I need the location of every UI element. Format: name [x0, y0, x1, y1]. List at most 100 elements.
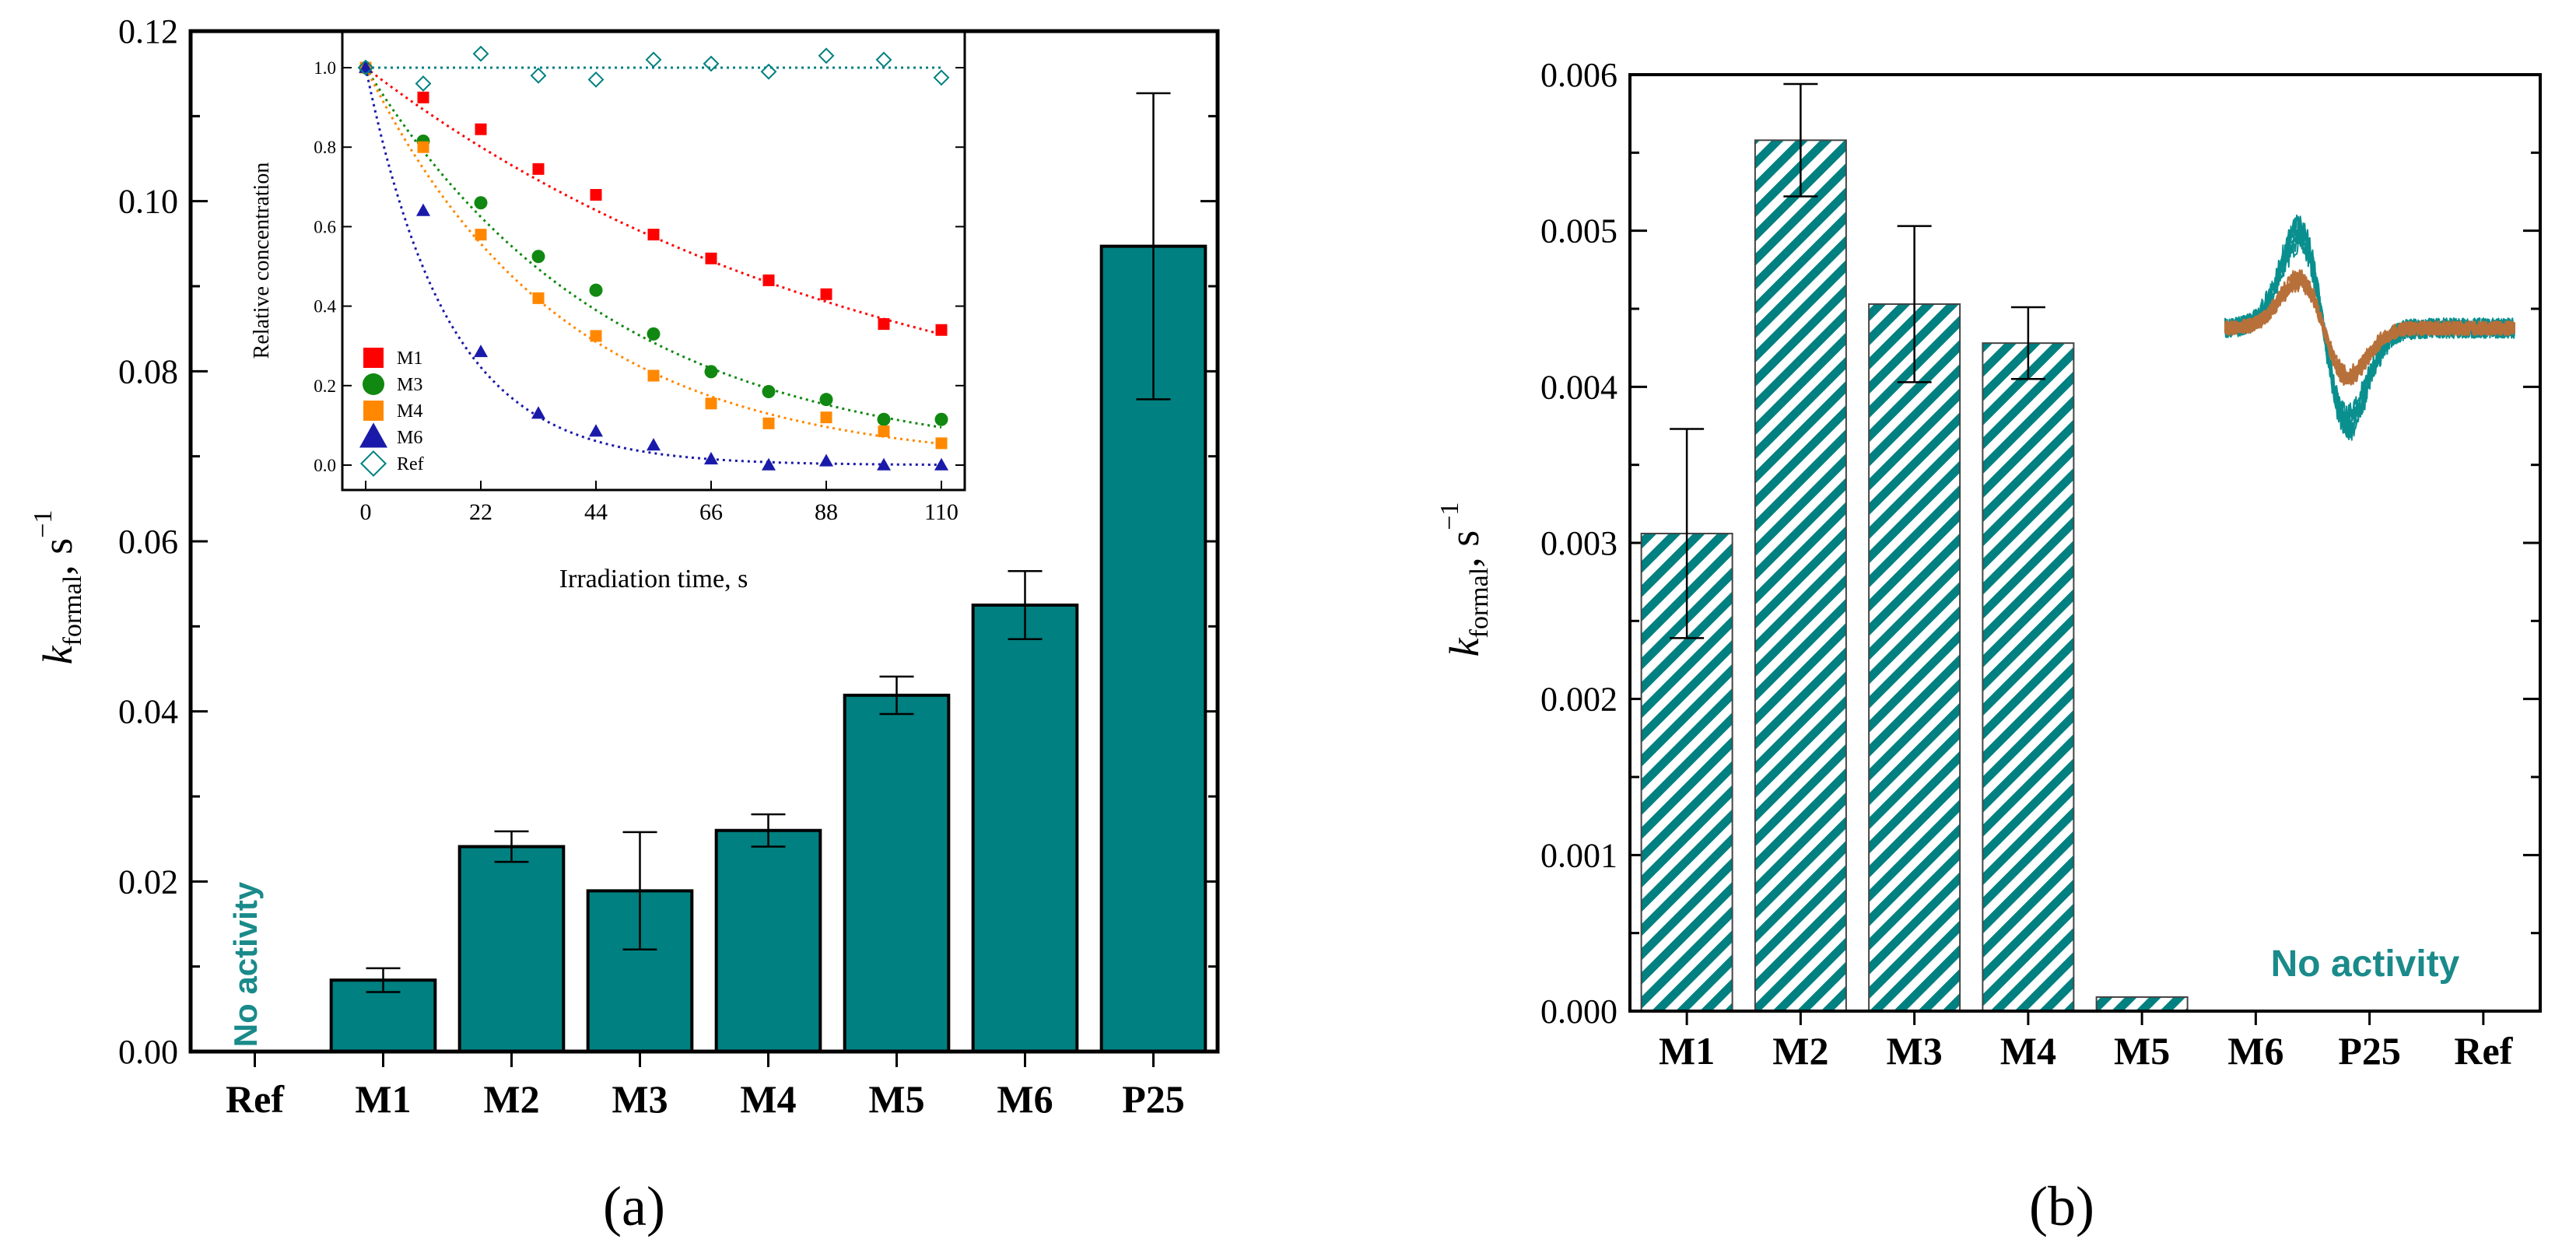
- point-M6: [877, 457, 891, 471]
- chart-a-error-bars: [366, 92, 1171, 993]
- inset-x-tick-label: 0: [360, 499, 372, 525]
- y-tick-label: 0.00: [118, 1033, 178, 1071]
- category-label-P25: P25: [1122, 1077, 1185, 1121]
- point-Ref: [472, 45, 489, 62]
- y-tick-label: 0.04: [118, 693, 178, 731]
- point-Ref: [357, 59, 374, 76]
- inset-legend: M1 M3 M4 M6 Ref: [359, 348, 424, 478]
- category-label-M3: M3: [1887, 1029, 1943, 1073]
- chart-b-y-axis-label-exp: −1: [1435, 502, 1464, 530]
- point-M6: [819, 453, 833, 467]
- chart-a-bars: [329, 244, 1207, 1054]
- inset-data-points: [357, 45, 950, 471]
- point-M4: [820, 411, 832, 424]
- category-label-M1: M1: [1659, 1029, 1715, 1073]
- inset-chart: 0 22 44 66 88 110 0.0 0.2 0.4 0.6 0.8 1.0 M1 M3 M4 M6 R…: [250, 30, 966, 593]
- category-label-M2: M2: [1772, 1029, 1828, 1073]
- legend-marker-M3: [363, 373, 384, 395]
- category-label-M6: M6: [2227, 1029, 2283, 1073]
- category-label-M4: M4: [740, 1077, 796, 1121]
- point-M3: [704, 365, 718, 379]
- point-M3: [934, 412, 948, 426]
- y-tick-label: 0.10: [118, 183, 178, 221]
- legend-marker-M1: [363, 348, 384, 368]
- point-M6: [934, 457, 948, 471]
- inset-x-tick-label: 110: [924, 499, 959, 525]
- y-tick-label: 0.06: [118, 523, 178, 561]
- point-M6: [531, 406, 545, 419]
- epr-spectrum-image: [2224, 214, 2516, 441]
- point-Ref: [703, 55, 720, 72]
- y-tick-label: 0.08: [118, 352, 178, 390]
- point-M4: [935, 437, 948, 450]
- inset-x-axis-label: Irradiation time, s: [559, 565, 748, 593]
- point-M1: [475, 123, 487, 135]
- chart-b-plot-frame: [1628, 73, 2542, 1013]
- inset-y-tick-label: 0.8: [314, 138, 336, 157]
- chart-a-y-axis-label: kformal, s−1: [29, 510, 87, 665]
- point-M1: [935, 324, 948, 336]
- chart-b-y-axis-label-unit: , s: [1441, 530, 1488, 568]
- point-Ref: [530, 67, 547, 84]
- inset-y-tick-label: 1.0: [314, 58, 336, 78]
- chart-b-y-axis-label-sub: formal: [1465, 568, 1494, 639]
- point-M6: [762, 457, 776, 471]
- legend-marker-M6: [359, 422, 387, 448]
- point-M1: [590, 189, 602, 201]
- point-M4: [762, 417, 775, 429]
- inset-plot-frame: [341, 30, 966, 492]
- bar-M4: [714, 828, 822, 1053]
- legend-label-M4: M4: [397, 401, 422, 422]
- category-label-M1: M1: [355, 1077, 411, 1121]
- point-Ref: [415, 75, 432, 92]
- point-Ref: [587, 71, 605, 88]
- point-Ref: [818, 47, 835, 65]
- legend-marker-Ref: [359, 450, 387, 478]
- legend-marker-M4: [363, 401, 384, 421]
- category-label-M2: M2: [483, 1077, 539, 1121]
- point-M3: [647, 327, 661, 341]
- fit-curve-M6: [364, 67, 941, 466]
- bar-M2: [457, 845, 566, 1054]
- chart-a-y-axis-label-k: k: [34, 645, 81, 664]
- category-label-M6: M6: [997, 1077, 1053, 1121]
- y-tick-label: 0.000: [1540, 992, 1617, 1031]
- chart-a: 0.000.020.040.060.080.100.12 Ref M1 M2 M3 M4…: [29, 12, 1220, 1237]
- epr-trace-brown: [2224, 269, 2516, 387]
- category-label-M5: M5: [868, 1077, 924, 1121]
- y-tick-label: 0.001: [1540, 836, 1617, 874]
- point-M4: [878, 425, 890, 438]
- y-tick-label: 0.005: [1540, 212, 1617, 250]
- category-label-P25: P25: [2338, 1029, 2401, 1073]
- inset-fit-curves: [364, 66, 942, 466]
- inset-y-axis-label: Relative concentration: [250, 163, 274, 359]
- panel-b-label: (b): [2029, 1175, 2094, 1237]
- legend-label-M1: M1: [397, 348, 422, 369]
- inset-x-tick-label: 22: [469, 499, 492, 525]
- point-Ref: [875, 51, 892, 68]
- chart-b: 0.000 0.001 0.002 0.003 0.004 0.005 0.006 M1 M2…: [1435, 56, 2542, 1237]
- category-label-M5: M5: [2114, 1029, 2170, 1073]
- point-M4: [647, 369, 660, 382]
- y-tick-label: 0.002: [1540, 681, 1617, 719]
- category-label-M4: M4: [2000, 1029, 2056, 1073]
- point-M4: [705, 397, 717, 410]
- point-M6: [647, 438, 661, 451]
- chart-b-y-axis-label: kformal, s−1: [1435, 502, 1494, 657]
- chart-a-y-axis-label-unit: , s: [34, 538, 81, 576]
- fit-curve-M4: [364, 67, 942, 446]
- chart-b-category-labels: M1 M2 M3 M4 M5 M6 P25 Ref: [1659, 1029, 2514, 1073]
- inset-y-tick-label: 0.6: [314, 217, 336, 236]
- point-M3: [531, 250, 545, 264]
- fit-curve-M1: [365, 66, 942, 336]
- inset-ticks: 0 22 44 66 88 110 0.0 0.2 0.4 0.6 0.8 1.0: [314, 58, 965, 525]
- y-tick-label: 0.003: [1540, 524, 1617, 562]
- point-M1: [647, 229, 660, 241]
- point-M3: [819, 393, 833, 407]
- bar-M6: [971, 604, 1079, 1053]
- bar-M2: [1754, 139, 1847, 1012]
- point-Ref: [645, 51, 662, 68]
- point-M4: [417, 141, 429, 153]
- point-M3: [474, 196, 488, 210]
- y-tick-label: 0.004: [1540, 368, 1617, 406]
